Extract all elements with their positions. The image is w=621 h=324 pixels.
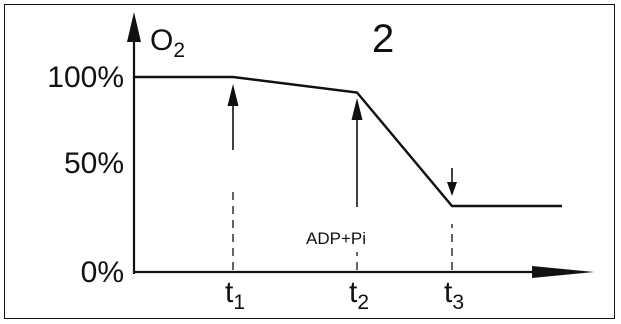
y-axis-arrowhead bbox=[127, 12, 141, 42]
x-tick-label: t2 bbox=[349, 276, 369, 314]
chart-frame bbox=[4, 4, 615, 319]
y-tick-label: 50% bbox=[64, 147, 124, 180]
y-tick-label: 100% bbox=[47, 61, 124, 94]
y-axis-label-main: O bbox=[150, 24, 173, 57]
y-tick-labels: 100% 50% 0% bbox=[47, 61, 124, 289]
adp-annotation: ADP+Pi bbox=[306, 229, 366, 248]
y-axis-label: O2 bbox=[150, 24, 185, 62]
event-guides bbox=[232, 188, 453, 270]
event-arrow-up bbox=[227, 84, 239, 106]
x-tick-labels: t1 t2 t3 bbox=[225, 276, 464, 314]
oxygen-trace bbox=[134, 75, 562, 208]
panel-label: 2 bbox=[372, 17, 394, 61]
x-tick-label: t3 bbox=[444, 276, 464, 314]
y-tick-label: 0% bbox=[81, 256, 124, 289]
y-axis-label-subscript: 2 bbox=[173, 39, 185, 62]
x-tick-label: t1 bbox=[225, 276, 245, 314]
x-axis-arrowhead bbox=[532, 266, 594, 278]
event-arrow-up bbox=[351, 98, 363, 120]
event-arrows bbox=[227, 84, 457, 207]
event-arrow-down bbox=[447, 182, 457, 196]
